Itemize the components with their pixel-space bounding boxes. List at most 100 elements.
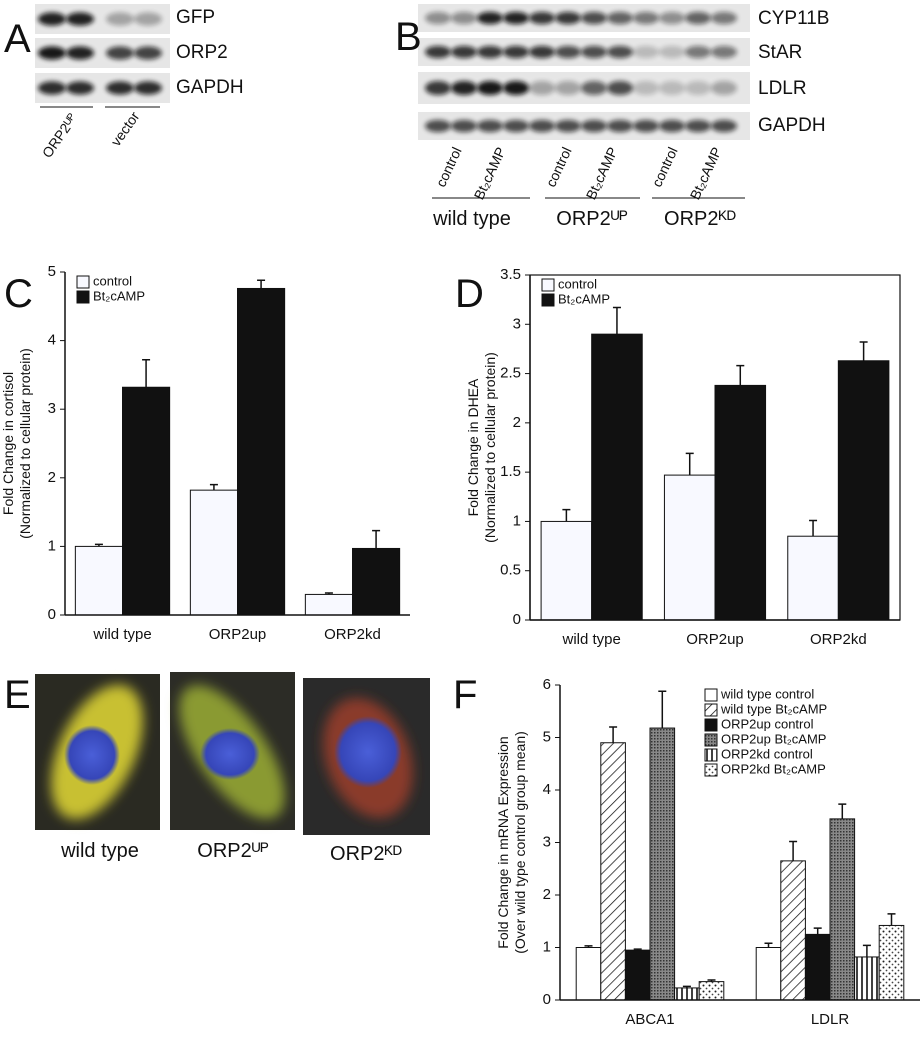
blot-band: [503, 119, 529, 133]
lane-label: Bt₂cAMP: [583, 145, 621, 203]
error-bar: [609, 726, 618, 743]
legend-label: Bt₂cAMP: [558, 291, 610, 306]
legend-swatch: [704, 703, 718, 717]
legend-label: wild type Bt₂cAMP: [720, 701, 827, 716]
error-bar: [658, 690, 667, 729]
blot-row-label: CYP11B: [758, 8, 829, 29]
legend-label: control: [93, 273, 132, 288]
group-label: wild type: [432, 208, 511, 230]
error-bar: [789, 840, 798, 861]
group-label: ORP2ᴷᴰ: [664, 208, 736, 230]
image-label: ORP2ᴷᴰ: [330, 843, 402, 865]
blot-band: [633, 45, 659, 59]
blot-band: [38, 46, 66, 60]
bar: [122, 386, 171, 616]
blot-band: [425, 11, 451, 25]
blot-band: [555, 119, 581, 133]
bar: [698, 981, 725, 1001]
blot-band: [581, 119, 607, 133]
blot-band: [685, 80, 711, 96]
legend-swatch: [704, 763, 718, 777]
y-tick-label: 1: [48, 537, 56, 554]
legend-swatch: [704, 688, 718, 702]
error-bar: [142, 359, 151, 388]
bar: [663, 474, 716, 621]
legend-label: control: [558, 276, 597, 291]
y-tick-label: 2: [543, 886, 551, 903]
blot-band: [134, 46, 162, 60]
lane-labels: control Bt₂cAMP control Bt₂cAMP control Bt₂cA…: [432, 145, 724, 203]
blots: [35, 4, 750, 140]
y-tick-label: 5: [543, 728, 551, 745]
error-bar: [633, 948, 642, 951]
plot-frame: [529, 274, 901, 621]
blot-band: [503, 80, 529, 96]
legend-swatch: [76, 290, 90, 304]
blot-band: [659, 80, 685, 96]
bar: [304, 593, 354, 616]
panel-label: C: [4, 272, 33, 316]
blot-band: [503, 45, 529, 59]
blot-row-label: GAPDH: [176, 77, 244, 98]
blot-band: [581, 80, 607, 96]
panel-label: B: [395, 15, 422, 59]
x-tick-label: ORP2up: [209, 626, 267, 643]
legend-label: wild type control: [720, 686, 814, 701]
error-bar: [257, 279, 266, 289]
error-bar: [809, 519, 818, 537]
y-tick-label: 6: [543, 676, 551, 693]
y-axis-label: Fold Change in mRNA Expression: [495, 736, 511, 948]
blot-band: [425, 45, 451, 59]
y-tick-label: 0.5: [500, 562, 521, 579]
bar: [540, 520, 593, 621]
lane-label: vector: [107, 108, 142, 149]
panel-label: E: [4, 673, 31, 717]
error-bar: [859, 341, 868, 361]
y-tick-label: 4: [543, 781, 551, 798]
blot-band: [451, 11, 477, 25]
y-axis-label: Fold Change in DHEA: [465, 378, 481, 516]
x-tick-label: ABCA1: [625, 1011, 674, 1028]
blot-band: [711, 45, 737, 59]
blot-band: [38, 12, 66, 26]
lane-label: control: [648, 145, 680, 190]
legend-label: ORP2up control: [721, 716, 814, 731]
micrograph: [170, 672, 295, 830]
group-label: ORP2ᵁᴾ: [556, 208, 627, 230]
image-label: wild type: [60, 840, 139, 862]
legend-label: ORP2up Bt₂cAMP: [721, 731, 826, 746]
blot-band: [633, 119, 659, 133]
blot-band: [106, 81, 134, 95]
error-bar: [94, 543, 103, 547]
lane-label: control: [432, 145, 464, 190]
x-tick-label: wild type: [92, 626, 151, 643]
error-bar: [682, 985, 691, 988]
error-bar: [764, 942, 773, 948]
y-axis-label: (Normalized to cellular protein): [17, 348, 33, 539]
y-tick-label: 5: [48, 263, 56, 280]
error-bar: [209, 483, 218, 491]
bar: [624, 949, 651, 1001]
bar: [780, 860, 806, 1001]
blot-band: [529, 119, 555, 133]
x-tick-label: ORP2kd: [810, 631, 867, 648]
x-tick-label: ORP2up: [686, 631, 744, 648]
bar: [189, 489, 239, 616]
blot-band: [106, 12, 134, 26]
blot-band: [529, 80, 555, 96]
y-tick-label: 0: [513, 611, 521, 628]
blot-band: [66, 46, 94, 60]
legend-label: Bt₂cAMP: [93, 288, 145, 303]
blot-band: [425, 119, 451, 133]
bar: [575, 947, 602, 1001]
image-label: ORP2ᵁᴾ: [197, 840, 268, 862]
y-axis-label: (Over wild type control group mean): [512, 731, 528, 954]
blot-band: [477, 80, 503, 96]
error-bar: [736, 364, 745, 386]
blot-row-label: ORP2: [176, 42, 228, 63]
error-bar: [324, 592, 333, 595]
blot-band: [685, 45, 711, 59]
error-bar: [813, 927, 822, 935]
y-tick-label: 3.5: [500, 266, 521, 283]
blot-band: [659, 11, 685, 25]
